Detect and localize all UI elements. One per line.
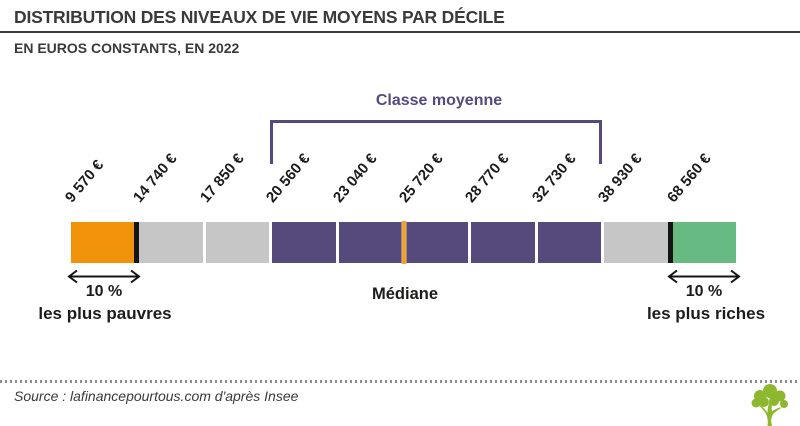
footer-divider xyxy=(0,380,800,383)
decile-bar xyxy=(71,221,737,264)
decile-value-label-2: 14 740 € xyxy=(130,150,181,206)
segment-gap xyxy=(269,222,273,263)
decile-segment-8 xyxy=(537,222,602,263)
decile-segment-10 xyxy=(672,222,737,263)
title-underline xyxy=(0,31,800,33)
left-range-arrow xyxy=(67,269,141,284)
median-marker xyxy=(401,221,406,264)
page-subtitle: EN EUROS CONSTANTS, EN 2022 xyxy=(14,40,240,56)
segment-gap xyxy=(601,222,605,263)
decile-boundary-line xyxy=(667,222,673,263)
poorest-caption: les plus pauvres xyxy=(38,304,172,323)
segment-gap xyxy=(468,222,472,263)
right-range-arrow xyxy=(667,269,741,284)
middle-class-label: Classe moyenne xyxy=(375,92,503,109)
decile-segment-5 xyxy=(338,222,403,263)
decile-segment-6 xyxy=(405,222,469,263)
poorest-percent: 10 % xyxy=(85,283,123,300)
decile-segment-2 xyxy=(139,222,203,263)
median-label: Médiane xyxy=(371,285,439,303)
decile-value-label-1: 9 570 € xyxy=(61,156,108,206)
decile-segment-3 xyxy=(205,222,270,263)
decile-segment-1 xyxy=(71,222,135,263)
tree-logo xyxy=(751,384,788,426)
decile-value-label-3: 17 850 € xyxy=(196,150,248,206)
decile-segment-7 xyxy=(471,222,535,263)
richest-percent: 10 % xyxy=(685,283,723,300)
segment-gap xyxy=(534,222,538,263)
decile-value-label-10: 68 560 € xyxy=(663,150,715,206)
decile-value-label-9: 38 930 € xyxy=(595,150,646,206)
richest-caption: les plus riches xyxy=(646,304,766,323)
decile-segment-4 xyxy=(272,222,336,263)
middle-class-bracket xyxy=(270,120,602,164)
segment-gap xyxy=(335,222,339,263)
segment-gap xyxy=(202,222,206,263)
decile-segment-9 xyxy=(604,222,668,263)
source-text: Source : lafinancepourtous.com d'après I… xyxy=(14,388,299,404)
decile-boundary-line xyxy=(134,222,140,263)
page-title: DISTRIBUTION DES NIVEAUX DE VIE MOYENS P… xyxy=(14,7,505,27)
